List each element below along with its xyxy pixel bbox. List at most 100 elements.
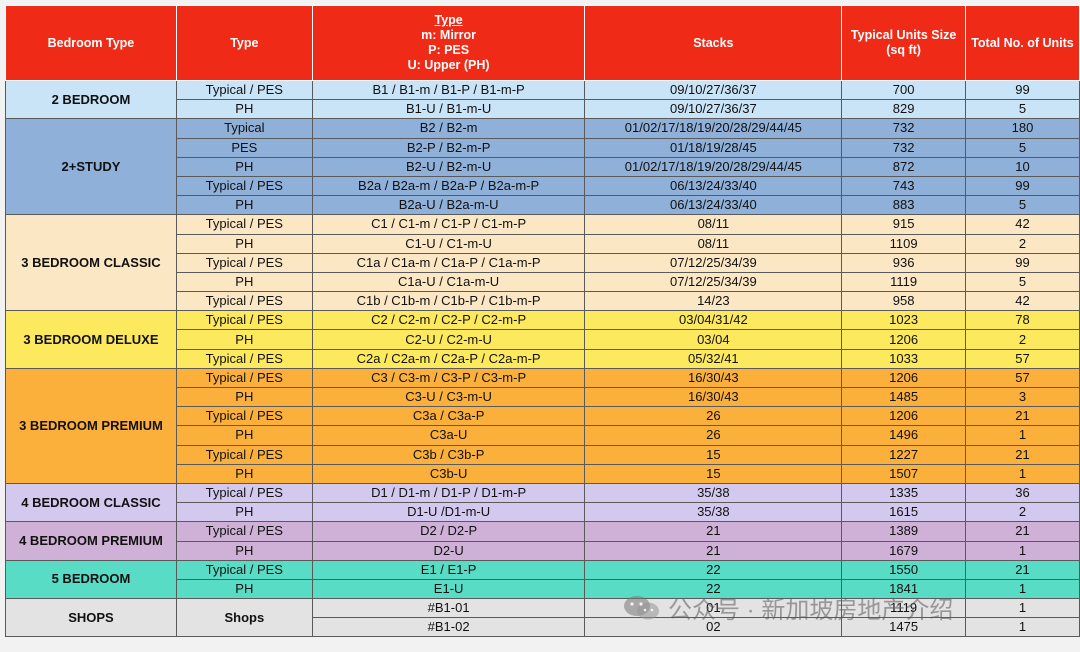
- type-code-cell: D2-U: [311, 540, 586, 561]
- table-row: 5 BEDROOM Typical / PES E1 / E1-P 22 1550 21: [5, 559, 1080, 600]
- type-cell: PH: [175, 195, 313, 216]
- type-code-cell: C3b-U: [311, 463, 586, 484]
- stacks-cell: 15: [584, 444, 843, 465]
- stacks-cell: 22: [584, 578, 843, 600]
- total-units-cell: 10: [964, 156, 1080, 177]
- unit-mix-table: Bedroom Type Type Type m: Mirror P: PES …: [5, 5, 1080, 638]
- table-row: PH B2-U / B2-m-U 01/02/17/18/19/20/28/29/4…: [5, 156, 1080, 177]
- type-cell: PH: [175, 463, 313, 484]
- table-row: SHOPS Shops #B1-01 01 1119 1: [5, 598, 1080, 638]
- type-cell: PH: [175, 425, 313, 446]
- table-row: PH C3a-U 26 1496 1: [5, 425, 1080, 446]
- type-cell: PH: [175, 540, 313, 561]
- stacks-cell: 03/04/31/42: [584, 310, 843, 331]
- type-cell: Typical / PES: [175, 521, 313, 542]
- type-code-cell: D1 / D1-m / D1-P / D1-m-P: [311, 482, 586, 504]
- stacks-cell: 26: [584, 406, 843, 427]
- type-cell: Typical / PES: [175, 252, 313, 273]
- type-code-cell: E1-U: [311, 578, 586, 600]
- stacks-cell: 35/38: [584, 482, 843, 504]
- table-row: 3 BEDROOM DELUXE Typical / PES C2 / C2-m /…: [5, 310, 1080, 369]
- total-units-cell: 57: [964, 348, 1080, 369]
- unit-size-cell: 1615: [841, 502, 966, 523]
- type-code-cell: C3b / C3b-P: [311, 444, 586, 465]
- bedroom-type-cell: 2 BEDROOM: [5, 79, 177, 120]
- table-row: PH E1-U 22 1841 1: [5, 578, 1080, 600]
- stacks-cell: 22: [584, 559, 843, 580]
- type-cell: PH: [175, 271, 313, 293]
- type-code-cell: E1 / E1-P: [311, 559, 586, 580]
- type-code-cell: B2a-U / B2a-m-U: [311, 195, 586, 216]
- unit-size-cell: 1335: [841, 482, 966, 504]
- unit-size-cell: 732: [841, 137, 966, 158]
- unit-size-cell: 883: [841, 195, 966, 216]
- total-units-cell: 1: [964, 463, 1080, 484]
- type-code-cell: #B1-01: [311, 598, 586, 619]
- type-cell: Typical / PES: [175, 310, 313, 331]
- bedroom-type-cell: 4 BEDROOM PREMIUM: [5, 521, 177, 561]
- bedroom-type-cell: SHOPS: [5, 598, 177, 638]
- table-row: PH C1a-U / C1a-m-U 07/12/25/34/39 1119 5: [5, 271, 1080, 293]
- stacks-cell: 09/10/27/36/37: [584, 79, 843, 101]
- stacks-cell: 03/04: [584, 329, 843, 350]
- bedroom-type-cell: 3 BEDROOM CLASSIC: [5, 214, 177, 312]
- unit-size-cell: 1679: [841, 540, 966, 561]
- unit-size-cell: 1109: [841, 233, 966, 254]
- unit-size-cell: 958: [841, 291, 966, 312]
- stacks-cell: 16/30/43: [584, 386, 843, 408]
- unit-size-cell: 1023: [841, 310, 966, 331]
- type-cell: Typical / PES: [175, 79, 313, 101]
- total-units-cell: 21: [964, 444, 1080, 465]
- unit-size-cell: 1206: [841, 406, 966, 427]
- stacks-cell: 35/38: [584, 502, 843, 523]
- header-stacks: Stacks: [584, 5, 843, 81]
- header-type-code-title: Type: [434, 13, 463, 27]
- unit-size-cell: 1119: [841, 598, 966, 619]
- type-cell: PH: [175, 329, 313, 350]
- table-row: PH C3b-U 15 1507 1: [5, 463, 1080, 484]
- type-code-cell: C2 / C2-m / C2-P / C2-m-P: [311, 310, 586, 331]
- unit-size-cell: 936: [841, 252, 966, 273]
- unit-size-cell: 1485: [841, 386, 966, 408]
- header-row: Bedroom Type Type Type m: Mirror P: PES …: [5, 5, 1080, 81]
- total-units-cell: 3: [964, 386, 1080, 408]
- unit-size-cell: 1496: [841, 425, 966, 446]
- total-units-cell: 1: [964, 617, 1080, 638]
- total-units-cell: 21: [964, 406, 1080, 427]
- total-units-cell: 5: [964, 195, 1080, 216]
- total-units-cell: 42: [964, 214, 1080, 235]
- total-units-cell: 2: [964, 329, 1080, 350]
- total-units-cell: 5: [964, 99, 1080, 120]
- header-total-units: Total No. of Units: [964, 5, 1080, 81]
- type-code-cell: C3-U / C3-m-U: [311, 386, 586, 408]
- unit-size-cell: 1389: [841, 521, 966, 542]
- total-units-cell: 5: [964, 137, 1080, 158]
- stacks-cell: 14/23: [584, 291, 843, 312]
- type-cell: Typical / PES: [175, 559, 313, 580]
- table-row: PES B2-P / B2-m-P 01/18/19/28/45 732 5: [5, 137, 1080, 158]
- header-bedroom-type: Bedroom Type: [5, 5, 177, 81]
- table-row: PH C3-U / C3-m-U 16/30/43 1485 3: [5, 386, 1080, 408]
- total-units-cell: 36: [964, 482, 1080, 504]
- stacks-cell: 08/11: [584, 233, 843, 254]
- header-type-code-upper: U: Upper (PH): [407, 58, 490, 72]
- type-code-cell: B2-P / B2-m-P: [311, 137, 586, 158]
- table-row: 3 BEDROOM PREMIUM Typical / PES C3 / C3-m …: [5, 367, 1080, 484]
- type-cell: Typical / PES: [175, 348, 313, 369]
- total-units-cell: 2: [964, 502, 1080, 523]
- type-code-cell: #B1-02: [311, 617, 586, 638]
- type-code-cell: C2-U / C2-m-U: [311, 329, 586, 350]
- type-code-cell: B2a / B2a-m / B2a-P / B2a-m-P: [311, 175, 586, 197]
- total-units-cell: 1: [964, 425, 1080, 446]
- type-cell: Typical / PES: [175, 175, 313, 197]
- unit-size-cell: 732: [841, 118, 966, 139]
- unit-size-cell: 1507: [841, 463, 966, 484]
- table-row: PH B1-U / B1-m-U 09/10/27/36/37 829 5: [5, 99, 1080, 120]
- stacks-cell: 07/12/25/34/39: [584, 271, 843, 293]
- type-cell: PH: [175, 99, 313, 120]
- type-code-cell: D2 / D2-P: [311, 521, 586, 542]
- type-cell: PH: [175, 233, 313, 254]
- table-row: PH D2-U 21 1679 1: [5, 540, 1080, 561]
- unit-size-cell: 1206: [841, 367, 966, 389]
- type-cell: PH: [175, 156, 313, 177]
